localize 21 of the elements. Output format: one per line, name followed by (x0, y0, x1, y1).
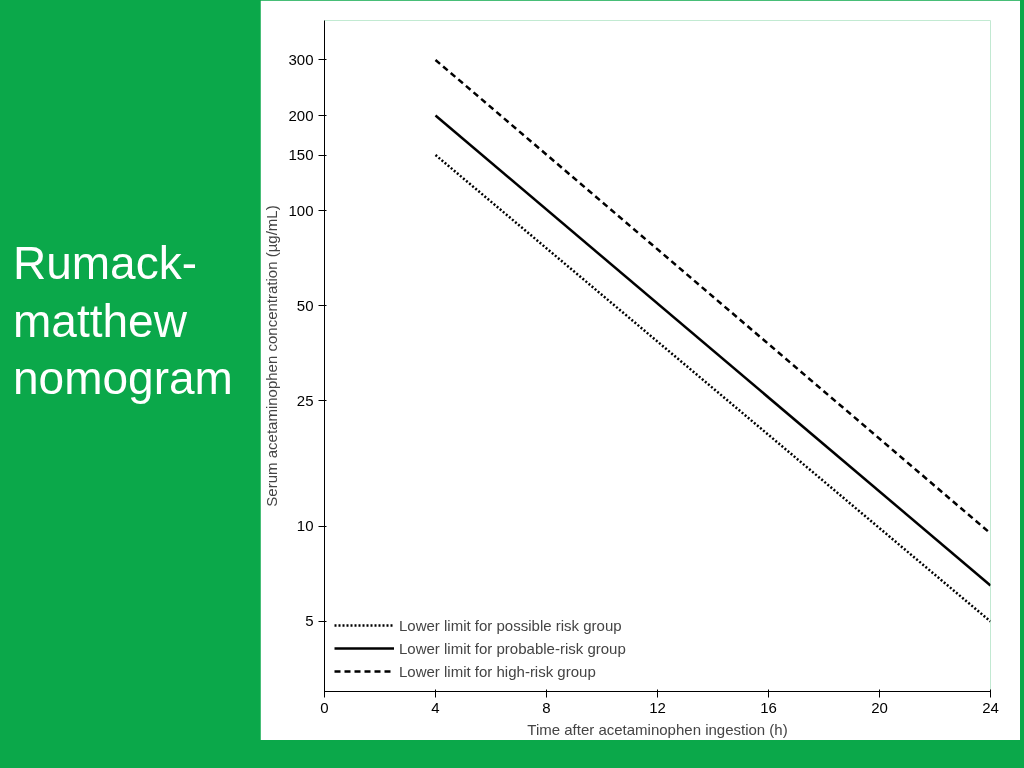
x-tick-label: 12 (649, 698, 666, 716)
legend-label: Lower limit for possible risk group (399, 616, 622, 634)
y-tick-label: 10 (296, 517, 314, 535)
x-tick-label: 24 (982, 698, 999, 716)
y-tick-label: 100 (288, 201, 314, 219)
y-tick-label: 150 (288, 146, 314, 164)
x-tick-label: 20 (871, 698, 888, 716)
text: Rumack-matthew nomogram (13, 236, 234, 406)
y-tick-label: 200 (288, 106, 314, 124)
legend-label: Lower limit for probable-risk group (399, 639, 626, 657)
x-tick-label: 4 (431, 698, 440, 716)
x-tick-label: 0 (320, 698, 329, 716)
x-axis-title: Time after acetaminophen ingestion (h) (527, 720, 788, 738)
y-axis-title: Serum acetaminophen concentration (µg/mL) (263, 205, 281, 507)
x-tick-label: 16 (760, 698, 777, 716)
y-tick-label: 50 (296, 296, 314, 314)
x-tick-label: 8 (542, 698, 551, 716)
legend-label: Lower limit for high-risk group (399, 662, 596, 680)
y-tick-label: 300 (288, 50, 314, 68)
y-tick-label: 5 (305, 612, 314, 630)
y-tick-label: 25 (296, 391, 314, 409)
